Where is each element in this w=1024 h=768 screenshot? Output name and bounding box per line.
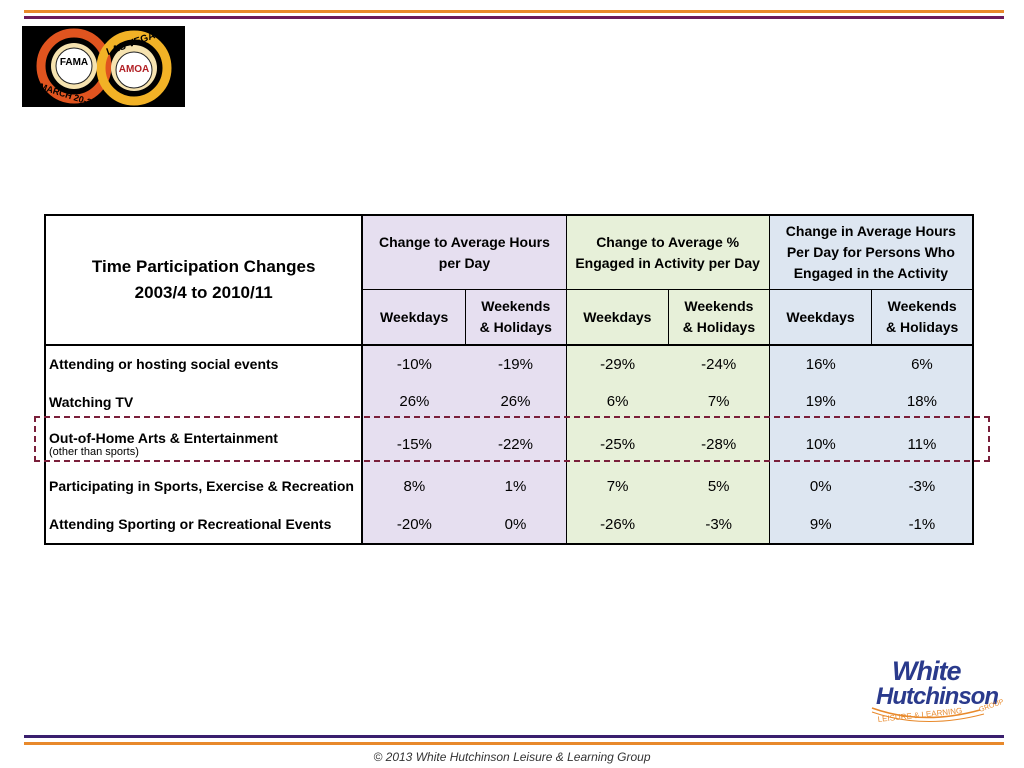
cell-value: 0% bbox=[465, 505, 567, 545]
group-header-hours: Change to Average Hours per Day bbox=[361, 214, 567, 290]
subheader-weekends-line1: Weekends bbox=[887, 298, 957, 314]
cell-value: 11% bbox=[871, 421, 975, 467]
brand-logo: White Hutchinson LEISURE & LEARNING GROU… bbox=[862, 654, 1012, 730]
cell-value: 16% bbox=[769, 344, 872, 382]
cell-value: -28% bbox=[668, 421, 770, 467]
group-persons-line3: Engaged in the Activity bbox=[793, 265, 948, 281]
subheader-weekends: Weekends & Holidays bbox=[464, 289, 567, 346]
group-engaged-line1: Change to Average % bbox=[596, 233, 740, 250]
cell-value: -10% bbox=[362, 344, 466, 382]
subheader-weekdays: Weekdays bbox=[361, 289, 466, 346]
top-purple-rule bbox=[24, 16, 1004, 19]
cell-value: 26% bbox=[362, 382, 466, 421]
cell-value: -25% bbox=[566, 421, 669, 467]
table-row: Watching TV 26% 26% 6% 7% 19% 18% bbox=[43, 382, 975, 421]
row-label: Watching TV bbox=[43, 382, 364, 421]
subheader-weekends-line1: Weekends bbox=[684, 298, 754, 314]
row-label: Attending or hosting social events bbox=[43, 344, 364, 382]
table-row: Participating in Sports, Exercise & Recr… bbox=[43, 467, 975, 505]
group-header-engaged: Change to Average % Engaged in Activity … bbox=[565, 214, 770, 290]
participation-table: Time Participation Changes 2003/4 to 201… bbox=[43, 214, 975, 545]
cell-value: 26% bbox=[465, 382, 567, 421]
cell-value: 6% bbox=[566, 382, 669, 421]
cell-value: -3% bbox=[871, 467, 975, 505]
cell-value: 10% bbox=[769, 421, 872, 467]
table-row: Attending or hosting social events -10% … bbox=[43, 344, 975, 382]
cell-value: 6% bbox=[871, 344, 975, 382]
cell-value: -20% bbox=[362, 505, 466, 545]
group-persons-line2: Per Day for Persons Who bbox=[786, 244, 955, 260]
subheader-weekends-line1: Weekends bbox=[481, 298, 551, 314]
subheader-weekends-line2: & Holidays bbox=[479, 319, 552, 335]
table-row: Attending Sporting or Recreational Event… bbox=[43, 505, 975, 545]
row-label-text: Out-of-Home Arts & Entertainment bbox=[49, 429, 278, 446]
subheader-weekdays: Weekdays bbox=[565, 289, 670, 346]
cell-value: -3% bbox=[668, 505, 770, 545]
cell-value: -26% bbox=[566, 505, 669, 545]
subheader-weekends-line2: & Holidays bbox=[682, 319, 756, 335]
subheader-weekdays: Weekdays bbox=[768, 289, 873, 346]
cell-value: 18% bbox=[871, 382, 975, 421]
cell-value: 5% bbox=[668, 467, 770, 505]
brand-line2: Hutchinson bbox=[876, 683, 998, 710]
logo-badge-amoa: AMOA bbox=[119, 64, 150, 75]
copyright-footer: © 2013 White Hutchinson Leisure & Learni… bbox=[373, 750, 651, 764]
cell-value: -29% bbox=[566, 344, 669, 382]
table-title-line2: 2003/4 to 2010/11 bbox=[134, 283, 273, 302]
top-orange-rule bbox=[24, 10, 1004, 13]
row-label: Attending Sporting or Recreational Event… bbox=[43, 505, 364, 545]
cell-value: -24% bbox=[668, 344, 770, 382]
cell-value: 1% bbox=[465, 467, 567, 505]
table-title-line1: Time Participation Changes bbox=[91, 257, 316, 276]
cell-value: 7% bbox=[566, 467, 669, 505]
cell-value: 9% bbox=[769, 505, 872, 545]
subheader-weekends: Weekends & Holidays bbox=[871, 289, 974, 346]
row-label: Participating in Sports, Exercise & Recr… bbox=[43, 467, 364, 505]
logo-badge-fama: FAMA bbox=[60, 57, 88, 68]
group-header-persons: Change in Average Hours Per Day for Pers… bbox=[768, 214, 974, 290]
event-logo: FAMA AMOA LAS VEGAS, NV MARCH 20-22 bbox=[22, 26, 185, 107]
cell-value: -22% bbox=[465, 421, 567, 467]
group-engaged-line2: Engaged in Activity per Day bbox=[575, 254, 760, 271]
cell-value: 19% bbox=[769, 382, 872, 421]
subheader-weekends: Weekends & Holidays bbox=[668, 289, 770, 346]
cell-value: -1% bbox=[871, 505, 975, 545]
bottom-purple-rule bbox=[24, 735, 1004, 738]
cell-value: 8% bbox=[362, 467, 466, 505]
cell-value: 7% bbox=[668, 382, 770, 421]
cell-value: 0% bbox=[769, 467, 872, 505]
group-persons-line1: Change in Average Hours bbox=[785, 223, 956, 239]
group-hours-line1: Change to Average Hours bbox=[379, 233, 550, 250]
bottom-orange-rule bbox=[24, 742, 1004, 745]
row-label: Out-of-Home Arts & Entertainment (other … bbox=[43, 421, 364, 467]
table-title: Time Participation Changes 2003/4 to 201… bbox=[43, 214, 364, 346]
cell-value: -15% bbox=[362, 421, 466, 467]
row-label-note: (other than sports) bbox=[49, 445, 139, 458]
group-hours-line2: per Day bbox=[438, 254, 491, 271]
cell-value: -19% bbox=[465, 344, 567, 382]
table-row-highlighted: Out-of-Home Arts & Entertainment (other … bbox=[43, 421, 975, 467]
brand-line1: White bbox=[892, 656, 961, 686]
subheader-weekends-line2: & Holidays bbox=[885, 319, 959, 335]
